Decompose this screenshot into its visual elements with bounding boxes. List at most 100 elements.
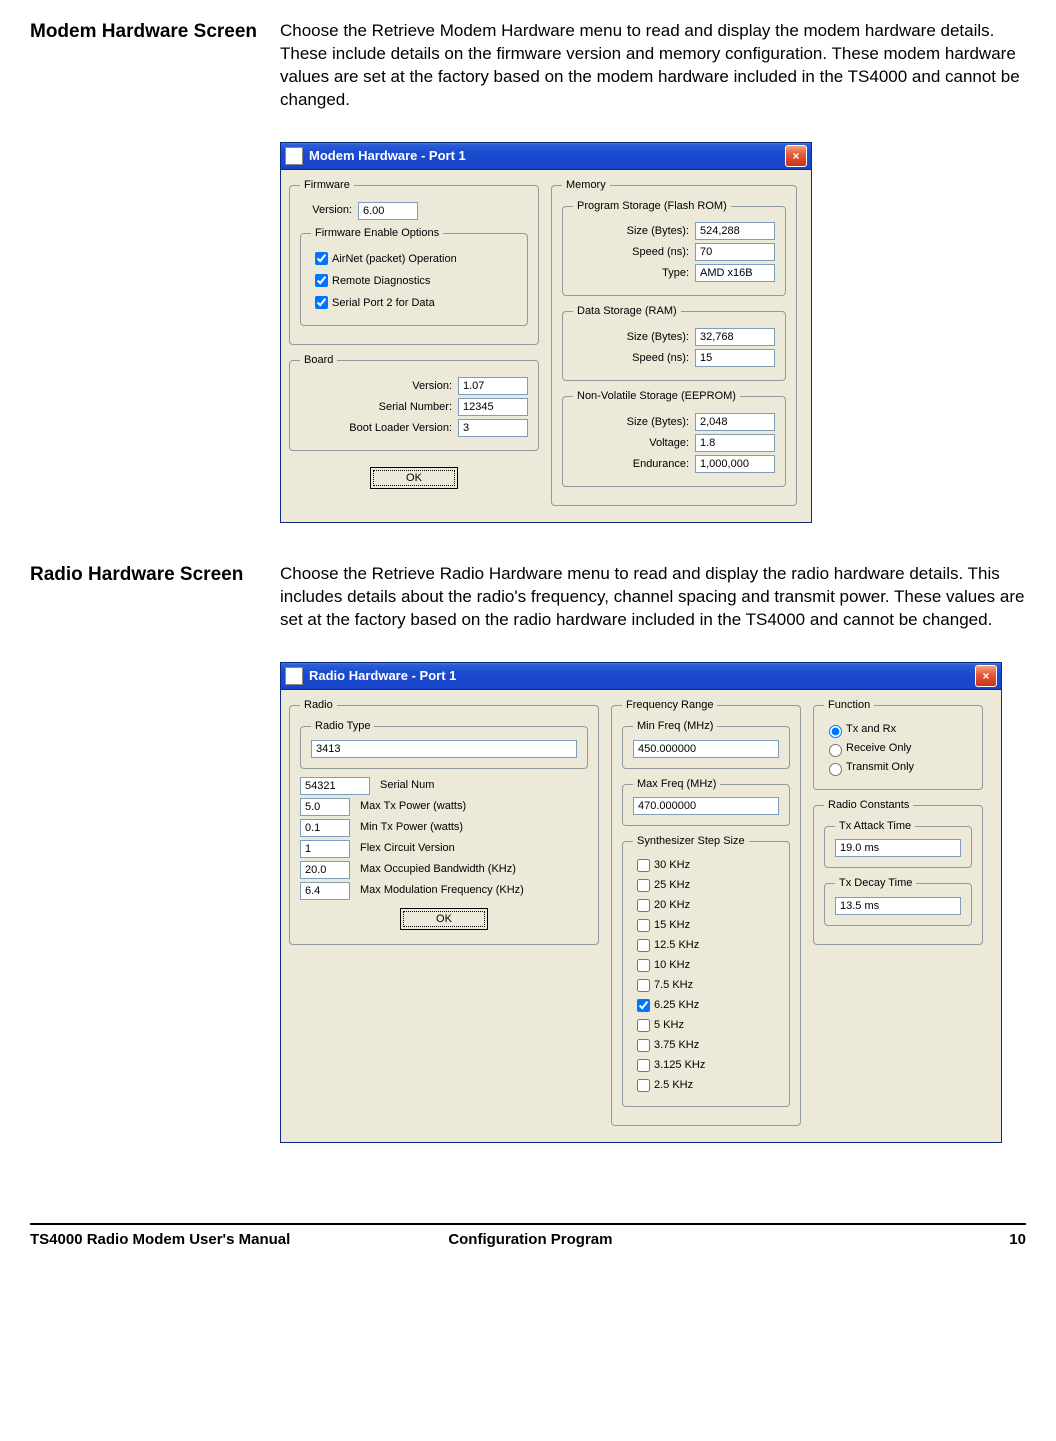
attack-input[interactable]	[835, 839, 961, 857]
freq-group: Frequency Range Min Freq (MHz) Max Freq …	[611, 698, 801, 1126]
modem-paragraph: Choose the Retrieve Modem Hardware menu …	[280, 20, 1026, 112]
radio-group: Radio Radio Type Serial Num Max Tx Power…	[289, 698, 599, 945]
function-group: Function Tx and Rx Receive Only Transmit…	[813, 698, 983, 790]
ds-speed-input[interactable]	[695, 349, 775, 367]
flex-label: Flex Circuit Version	[360, 841, 455, 856]
max-mod-input[interactable]	[300, 882, 350, 900]
step-label: 5 KHz	[654, 1018, 684, 1033]
max-freq-input[interactable]	[633, 797, 779, 815]
ps-legend: Program Storage (Flash ROM)	[573, 199, 731, 214]
ds-size-label: Size (Bytes):	[627, 330, 689, 345]
chk-serial2-label: Serial Port 2 for Data	[332, 296, 435, 311]
max-freq-group: Max Freq (MHz)	[622, 777, 790, 827]
step-checkbox[interactable]	[637, 919, 650, 932]
app-icon	[285, 147, 303, 165]
nv-end-input[interactable]	[695, 455, 775, 473]
ds-size-input[interactable]	[695, 328, 775, 346]
nv-size-label: Size (Bytes):	[627, 415, 689, 430]
fw-enable-legend: Firmware Enable Options	[311, 226, 443, 241]
board-boot-input[interactable]	[458, 419, 528, 437]
board-legend: Board	[300, 353, 337, 368]
radio-serial-input[interactable]	[300, 777, 370, 795]
step-checkbox[interactable]	[637, 1079, 650, 1092]
ps-speed-input[interactable]	[695, 243, 775, 261]
memory-legend: Memory	[562, 178, 610, 193]
nv-volt-label: Voltage:	[649, 436, 689, 451]
ps-size-input[interactable]	[695, 222, 775, 240]
board-serial-input[interactable]	[458, 398, 528, 416]
ok-button[interactable]: OK	[400, 908, 488, 930]
decay-group: Tx Decay Time	[824, 876, 972, 926]
radio-type-group: Radio Type	[300, 719, 588, 769]
step-label: 6.25 KHz	[654, 998, 699, 1013]
radio-tx[interactable]	[829, 763, 842, 776]
nv-size-input[interactable]	[695, 413, 775, 431]
ps-type-label: Type:	[662, 266, 689, 281]
radio-tx-label: Transmit Only	[846, 760, 914, 775]
consts-legend: Radio Constants	[824, 798, 913, 813]
radio-rx-label: Receive Only	[846, 741, 911, 756]
step-checkbox[interactable]	[637, 899, 650, 912]
decay-legend: Tx Decay Time	[835, 876, 916, 891]
radio-txrx[interactable]	[829, 725, 842, 738]
nv-group: Non-Volatile Storage (EEPROM) Size (Byte…	[562, 389, 786, 487]
fw-version-input[interactable]	[358, 202, 418, 220]
step-label: 20 KHz	[654, 898, 690, 913]
step-checkbox[interactable]	[637, 999, 650, 1012]
step-checkbox[interactable]	[637, 879, 650, 892]
chk-serial2[interactable]	[315, 296, 328, 309]
step-label: 15 KHz	[654, 918, 690, 933]
step-checkbox[interactable]	[637, 859, 650, 872]
step-checkbox[interactable]	[637, 1019, 650, 1032]
radio-legend: Radio	[300, 698, 337, 713]
radio-rx[interactable]	[829, 744, 842, 757]
board-version-input[interactable]	[458, 377, 528, 395]
decay-input[interactable]	[835, 897, 961, 915]
constants-group: Radio Constants Tx Attack Time Tx Decay …	[813, 798, 983, 946]
step-checkbox[interactable]	[637, 939, 650, 952]
close-icon[interactable]: ×	[785, 145, 807, 167]
radio-type-legend: Radio Type	[311, 719, 374, 734]
chk-airnet-label: AirNet (packet) Operation	[332, 252, 457, 267]
radio-serial-label: Serial Num	[380, 778, 434, 793]
step-label: 10 KHz	[654, 958, 690, 973]
step-label: 7.5 KHz	[654, 978, 693, 993]
step-legend: Synthesizer Step Size	[633, 834, 749, 849]
nv-volt-input[interactable]	[695, 434, 775, 452]
func-legend: Function	[824, 698, 874, 713]
max-tx-input[interactable]	[300, 798, 350, 816]
ds-group: Data Storage (RAM) Size (Bytes): Speed (…	[562, 304, 786, 381]
step-label: 12.5 KHz	[654, 938, 699, 953]
min-tx-input[interactable]	[300, 819, 350, 837]
flex-input[interactable]	[300, 840, 350, 858]
ps-type-input[interactable]	[695, 264, 775, 282]
modem-dialog: Modem Hardware - Port 1 × Firmware Versi…	[280, 142, 812, 523]
max-bw-input[interactable]	[300, 861, 350, 879]
ps-size-label: Size (Bytes):	[627, 224, 689, 239]
step-checkbox[interactable]	[637, 979, 650, 992]
attack-group: Tx Attack Time	[824, 819, 972, 869]
titlebar: Radio Hardware - Port 1 ×	[281, 663, 1001, 690]
close-icon[interactable]: ×	[975, 665, 997, 687]
nv-end-label: Endurance:	[633, 457, 689, 472]
min-freq-input[interactable]	[633, 740, 779, 758]
window-title: Radio Hardware - Port 1	[309, 667, 975, 685]
app-icon	[285, 667, 303, 685]
ds-speed-label: Speed (ns):	[632, 351, 689, 366]
radio-type-input[interactable]	[311, 740, 577, 758]
chk-airnet[interactable]	[315, 252, 328, 265]
radio-dialog: Radio Hardware - Port 1 × Radio Radio Ty…	[280, 662, 1002, 1143]
step-label: 2.5 KHz	[654, 1078, 693, 1093]
board-serial-label: Serial Number:	[379, 400, 452, 415]
ds-legend: Data Storage (RAM)	[573, 304, 681, 319]
board-version-label: Version:	[412, 379, 452, 394]
attack-legend: Tx Attack Time	[835, 819, 915, 834]
step-checkbox[interactable]	[637, 959, 650, 972]
ok-button[interactable]: OK	[370, 467, 458, 489]
chk-remote[interactable]	[315, 274, 328, 287]
step-checkbox[interactable]	[637, 1039, 650, 1052]
footer-page-number: 10	[906, 1231, 1026, 1248]
step-label: 25 KHz	[654, 878, 690, 893]
firmware-legend: Firmware	[300, 178, 354, 193]
step-checkbox[interactable]	[637, 1059, 650, 1072]
